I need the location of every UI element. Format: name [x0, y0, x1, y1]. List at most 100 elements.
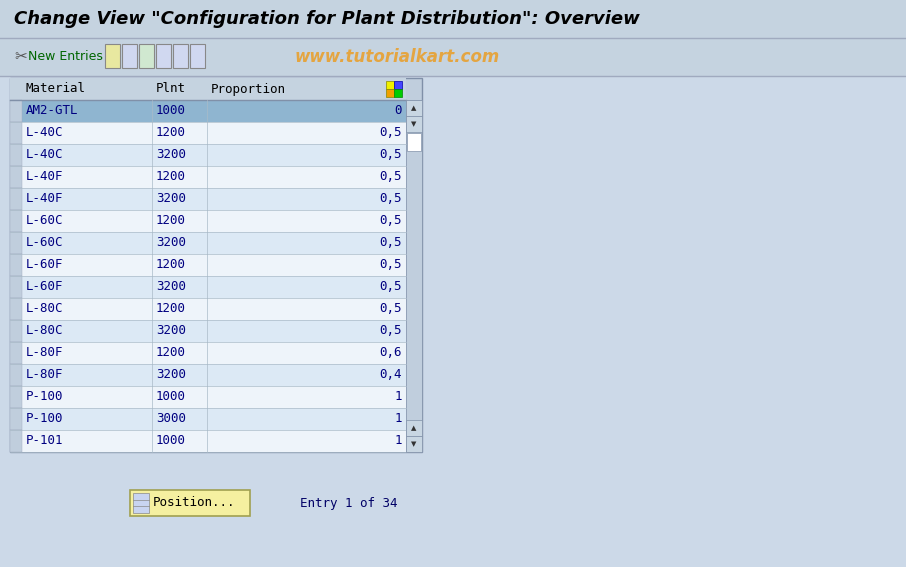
Text: ▼: ▼: [411, 441, 417, 447]
Text: 0,5: 0,5: [380, 126, 402, 139]
FancyBboxPatch shape: [10, 364, 22, 386]
FancyBboxPatch shape: [10, 210, 406, 232]
FancyBboxPatch shape: [0, 0, 906, 38]
FancyBboxPatch shape: [10, 232, 406, 254]
Text: 1200: 1200: [156, 259, 186, 272]
FancyBboxPatch shape: [10, 144, 22, 166]
FancyBboxPatch shape: [10, 78, 422, 452]
FancyBboxPatch shape: [10, 276, 22, 298]
FancyBboxPatch shape: [10, 320, 406, 342]
Text: P-100: P-100: [26, 391, 63, 404]
Text: 1000: 1000: [156, 104, 186, 117]
Text: 0,5: 0,5: [380, 303, 402, 315]
Text: 1200: 1200: [156, 126, 186, 139]
Text: L-40F: L-40F: [26, 171, 63, 184]
Text: L-40C: L-40C: [26, 126, 63, 139]
Text: 1200: 1200: [156, 171, 186, 184]
Text: L-80C: L-80C: [26, 324, 63, 337]
Text: L-60F: L-60F: [26, 281, 63, 294]
Text: 0,6: 0,6: [380, 346, 402, 359]
Text: ▲: ▲: [411, 425, 417, 431]
FancyBboxPatch shape: [133, 493, 149, 513]
FancyBboxPatch shape: [10, 232, 22, 254]
Text: 0,5: 0,5: [380, 281, 402, 294]
FancyBboxPatch shape: [407, 133, 421, 151]
Text: 0,5: 0,5: [380, 171, 402, 184]
Text: Entry 1 of 34: Entry 1 of 34: [300, 497, 398, 510]
Text: ▼: ▼: [411, 121, 417, 127]
Text: 3200: 3200: [156, 193, 186, 205]
FancyBboxPatch shape: [10, 342, 406, 364]
Text: 1: 1: [394, 434, 402, 447]
FancyBboxPatch shape: [386, 89, 394, 97]
Text: 1000: 1000: [156, 391, 186, 404]
Text: Plnt: Plnt: [156, 83, 186, 95]
FancyBboxPatch shape: [10, 298, 22, 320]
Text: L-60C: L-60C: [26, 214, 63, 227]
FancyBboxPatch shape: [10, 408, 406, 430]
Text: L-60F: L-60F: [26, 259, 63, 272]
Text: Proportion: Proportion: [211, 83, 286, 95]
Text: L-80F: L-80F: [26, 346, 63, 359]
Text: L-80F: L-80F: [26, 369, 63, 382]
FancyBboxPatch shape: [10, 386, 406, 408]
FancyBboxPatch shape: [406, 420, 422, 436]
FancyBboxPatch shape: [10, 210, 22, 232]
Text: P-100: P-100: [26, 413, 63, 425]
FancyBboxPatch shape: [10, 408, 22, 430]
Text: L-40F: L-40F: [26, 193, 63, 205]
FancyBboxPatch shape: [0, 38, 906, 76]
Text: 1200: 1200: [156, 303, 186, 315]
Text: 3000: 3000: [156, 413, 186, 425]
FancyBboxPatch shape: [10, 188, 406, 210]
FancyBboxPatch shape: [10, 430, 22, 452]
FancyBboxPatch shape: [10, 254, 22, 276]
Text: New Entries: New Entries: [28, 50, 103, 64]
Text: L-80C: L-80C: [26, 303, 63, 315]
Text: 3200: 3200: [156, 324, 186, 337]
Text: Change View "Configuration for Plant Distribution": Overview: Change View "Configuration for Plant Dis…: [14, 10, 640, 28]
FancyBboxPatch shape: [139, 44, 154, 68]
FancyBboxPatch shape: [10, 144, 406, 166]
Text: L-40C: L-40C: [26, 149, 63, 162]
FancyBboxPatch shape: [190, 44, 205, 68]
Text: AM2-GTL: AM2-GTL: [26, 104, 79, 117]
FancyBboxPatch shape: [10, 254, 406, 276]
FancyBboxPatch shape: [10, 166, 406, 188]
FancyBboxPatch shape: [10, 298, 406, 320]
Text: 1: 1: [394, 413, 402, 425]
Text: P-101: P-101: [26, 434, 63, 447]
FancyBboxPatch shape: [10, 320, 22, 342]
FancyBboxPatch shape: [10, 342, 22, 364]
Text: 0,5: 0,5: [380, 193, 402, 205]
FancyBboxPatch shape: [394, 81, 402, 89]
Text: 0,5: 0,5: [380, 214, 402, 227]
Text: 0,5: 0,5: [380, 149, 402, 162]
Text: 0,5: 0,5: [380, 236, 402, 249]
FancyBboxPatch shape: [130, 490, 250, 516]
Text: 0,4: 0,4: [380, 369, 402, 382]
FancyBboxPatch shape: [10, 122, 406, 144]
FancyBboxPatch shape: [10, 364, 406, 386]
Text: 1200: 1200: [156, 214, 186, 227]
Text: 3200: 3200: [156, 281, 186, 294]
FancyBboxPatch shape: [173, 44, 188, 68]
FancyBboxPatch shape: [406, 116, 422, 132]
Text: www.tutorialkart.com: www.tutorialkart.com: [295, 48, 500, 66]
FancyBboxPatch shape: [394, 89, 402, 97]
FancyBboxPatch shape: [406, 436, 422, 452]
FancyBboxPatch shape: [10, 122, 22, 144]
Text: 3200: 3200: [156, 236, 186, 249]
Text: 3200: 3200: [156, 369, 186, 382]
FancyBboxPatch shape: [10, 78, 406, 100]
FancyBboxPatch shape: [386, 81, 394, 89]
Text: Material: Material: [26, 83, 86, 95]
Text: 3200: 3200: [156, 149, 186, 162]
FancyBboxPatch shape: [10, 430, 406, 452]
FancyBboxPatch shape: [10, 166, 22, 188]
FancyBboxPatch shape: [406, 100, 422, 116]
Text: 1200: 1200: [156, 346, 186, 359]
FancyBboxPatch shape: [10, 386, 22, 408]
Text: ▲: ▲: [411, 105, 417, 111]
Text: 1: 1: [394, 391, 402, 404]
